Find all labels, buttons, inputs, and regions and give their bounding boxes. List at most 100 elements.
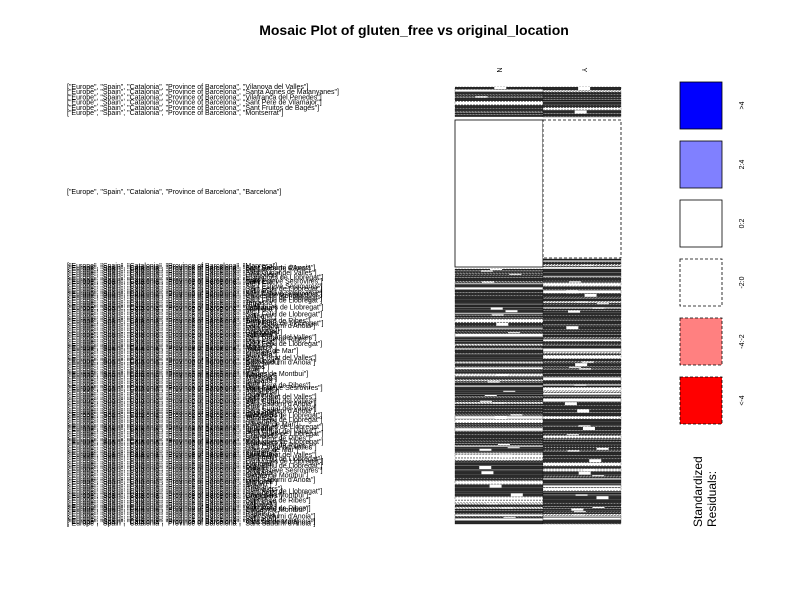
mosaic-cell-n (454, 371, 544, 374)
mosaic-cell-y (542, 326, 622, 330)
mosaic-cell-n (454, 493, 544, 497)
mosaic-cell-y (542, 462, 622, 466)
mosaic-cell-n (454, 423, 544, 425)
row-label-overprint: ["Europe", "Spain", "Catalonia", "Provin… (67, 445, 317, 452)
mosaic-cell-n (454, 503, 544, 505)
mosaic-cell-gap (592, 475, 605, 477)
mosaic-cell-gap (503, 390, 516, 392)
row-label-overprint: ["Europe", "Spain", "Catalonia", "Provin… (67, 300, 277, 307)
mosaic-cell-y (542, 485, 622, 488)
mosaic-cell-y (542, 92, 622, 95)
mosaic-cell-n (454, 97, 544, 102)
row-label-overprint: ["Europe", "Spain", "Catalonia", "Provin… (67, 387, 277, 394)
row-label-overprint: ["Europe", "Spain", "Catalonia", "Provin… (67, 392, 277, 399)
row-label-overprint: ["Europe", "Spain", "Catalonia", "Provin… (67, 500, 277, 507)
mosaic-cell-y (542, 466, 622, 469)
mosaic-cell-y (542, 435, 622, 438)
mosaic-cell-n (454, 454, 544, 458)
mosaic-cell-y (542, 426, 622, 431)
row-label-overprint: ["Europe", "Spain", "Catalonia", "Provin… (67, 509, 269, 516)
row-label-overprint: ["Europe", "Spain", "Catalonia", "Provin… (67, 429, 317, 436)
mosaic-cell-gap (569, 366, 582, 368)
row-label: ["Europe", "Spain", "Catalonia", "Provin… (67, 110, 283, 117)
row-label-overprint: ["Europe", "Spain", "Catalonia", "Provin… (67, 330, 282, 337)
row-label-overprint: ["Europe", "Spain", "Catalonia", "Provin… (67, 491, 277, 498)
mosaic-cell-y (542, 304, 622, 307)
row-label-overprint: ["Europe", "Spain", "Catalonia", "Provin… (67, 332, 277, 339)
mosaic-cell-y (542, 307, 622, 309)
mosaic-cell-n (454, 507, 544, 509)
mosaic-cell-y (542, 491, 622, 493)
mosaic-cell-gap (492, 402, 505, 404)
mosaic-cell-y (542, 99, 622, 102)
mosaic-cell-n (454, 387, 544, 391)
mosaic-cell-n (454, 504, 544, 507)
mosaic-cell-y (542, 402, 622, 406)
mosaic-cell-gap (496, 322, 509, 326)
row-label-overprint: ["Europe", "Spain", "Catalonia", "Provin… (67, 399, 317, 406)
mosaic-cell-gap (572, 514, 585, 516)
row-label-overprint: ["Europe", "Spain", "Catalonia", "Provin… (67, 415, 277, 422)
mosaic-cell-gap (582, 427, 595, 430)
mosaic-cell-gap (490, 269, 503, 270)
mosaic-cell-gap (567, 450, 580, 452)
mosaic-cell-y (542, 94, 622, 97)
row-label: ["Europe", "Spain", "Catalonia", "Provin… (67, 412, 282, 419)
row-label: ["Europe", "Spain", "Catalonia", "Provin… (67, 189, 281, 196)
row-label-overprint: ["Europe", "Spain", "Catalonia", "Provin… (67, 495, 272, 502)
mosaic-cell-n (454, 304, 544, 308)
legend-swatch (679, 199, 723, 248)
mosaic-cell-y (542, 506, 622, 509)
mosaic-cell-y (542, 334, 622, 338)
mosaic-cell-n (454, 348, 544, 350)
mosaic-cell-n (454, 270, 544, 272)
row-label-overprint: ["Europe", "Spain", "Catalonia", "Provin… (67, 325, 277, 332)
mosaic-cell-n (454, 92, 544, 95)
mosaic-cells (454, 86, 622, 525)
row-label-overprint: ["Europe", "Spain", "Catalonia", "Provin… (67, 318, 311, 325)
row-label: ["Europe", "Spain", "Catalonia", "Provin… (67, 305, 277, 312)
mosaic-cell-y (542, 475, 622, 477)
row-labels: ["Europe", "Spain", "Catalonia", "Provin… (67, 84, 339, 528)
mosaic-cell-y (542, 492, 622, 495)
row-label-overprint: ["Europe", "Spain", "Catalonia", "Provin… (67, 348, 298, 355)
mosaic-cell-n (454, 488, 544, 492)
row-label-overprint: ["Europe", "Spain", "Catalonia", "Provin… (67, 380, 264, 387)
row-label-overprint: ["Europe", "Spain", "Catalonia", "Provin… (67, 514, 315, 521)
mosaic-cell-gap (578, 87, 591, 90)
row-label-overprint: ["Europe", "Spain", "Catalonia", "Provin… (67, 334, 317, 341)
legend: >4 2:4 0:2 -2:0 -4:-2 <-4 (679, 81, 746, 425)
mosaic-cell-gap (579, 368, 592, 370)
row-label-overprint: ["Europe", "Spain", "Catalonia", "Provin… (67, 516, 277, 523)
mosaic-cell-n (454, 394, 544, 397)
row-label-overprint: ["Europe", "Spain", "Catalonia", "Provin… (67, 456, 322, 463)
mosaic-cell-n (454, 451, 544, 453)
mosaic-cell-n (454, 390, 544, 392)
row-label-overprint: ["Europe", "Spain", "Catalonia", "Provin… (67, 288, 277, 295)
mosaic-cell-y (542, 272, 622, 276)
row-label: ["Europe", "Spain", "Catalonia", "Provin… (67, 332, 277, 339)
mosaic-cell-y (542, 447, 622, 450)
mosaic-cell-n (454, 462, 544, 466)
mosaic-cell-gap (581, 264, 594, 266)
row-label: ["Europe", "Spain", "Catalonia", "Provin… (67, 100, 322, 107)
mosaic-cell-n (454, 303, 544, 305)
row-label-overprint: ["Europe", "Spain", "Catalonia", "Provin… (67, 488, 322, 495)
mosaic-cell-gap (578, 471, 591, 475)
mosaic-cell-y (542, 329, 622, 331)
mosaic-cell-gap (481, 471, 494, 475)
mosaic-cell-gap (592, 507, 605, 508)
mosaic-cell-y (542, 277, 622, 281)
mosaic-cell-gap (576, 301, 589, 303)
row-label-overprint: ["Europe", "Spain", "Catalonia", "Provin… (67, 383, 311, 390)
mosaic-cell-n (454, 460, 544, 462)
mosaic-cell-n (454, 312, 544, 314)
mosaic-cell-y (542, 478, 622, 480)
row-label-overprint: ["Europe", "Spain", "Catalonia", "Provin… (67, 355, 317, 362)
mosaic-cell-y (542, 281, 622, 283)
mosaic-cell-n (454, 409, 544, 412)
mosaic-cell-n (454, 396, 544, 398)
mosaic-cell-n (454, 500, 544, 503)
mosaic-cell-n (454, 508, 544, 511)
